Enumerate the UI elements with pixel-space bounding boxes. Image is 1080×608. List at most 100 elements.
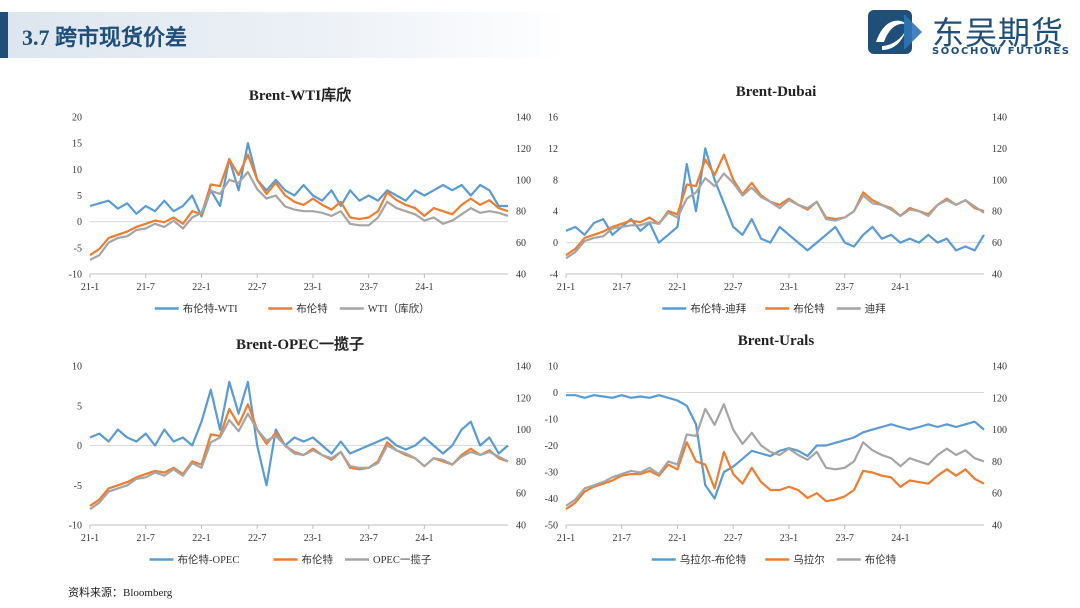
legend-label: 布伦特: [302, 553, 334, 566]
x-tick-label: 23-7: [359, 533, 377, 544]
y-right-tick-label: 40: [992, 270, 1002, 281]
series-line: [565, 403, 985, 507]
header-band: [8, 12, 568, 58]
x-tick-label: 22-7: [724, 282, 742, 293]
y-right-tick-label: 80: [516, 457, 526, 468]
y-right-tick-label: 140: [992, 113, 1007, 124]
y-right-tick-label: 100: [992, 175, 1007, 186]
series-line: [89, 170, 509, 261]
y-right-tick-label: 40: [516, 521, 526, 532]
y-right-tick-label: 100: [516, 425, 531, 436]
y-right-tick-label: 100: [516, 175, 531, 186]
page-header: 3.7 跨市现货价差 东吴期货 SOOCHOW FUTURES: [0, 0, 1080, 72]
y-left-tick-label: 15: [72, 139, 82, 150]
y-right-tick-label: 60: [992, 489, 1002, 500]
legend-label: 布伦特-迪拜: [690, 302, 746, 315]
logo-subtitle: SOOCHOW FUTURES: [932, 46, 1071, 57]
x-tick-label: 21-7: [613, 282, 631, 293]
y-left-tick-label: 16: [548, 113, 558, 124]
header-accent-bar: [0, 12, 8, 58]
y-left-tick-label: -4: [550, 270, 558, 281]
series-line: [89, 412, 509, 511]
y-left-tick-label: 20: [72, 113, 82, 124]
y-right-tick-label: 140: [516, 113, 531, 124]
chart-plot: -50 -40 -30 -20 -10 0 10 40 60 80 100 120 140 21-1 21-…: [545, 362, 1007, 567]
y-left-tick-label: -50: [545, 521, 558, 532]
y-right-tick-label: 40: [992, 521, 1002, 532]
legend-label: 布伦特-WTI: [183, 302, 238, 315]
y-left-tick-label: 8: [553, 175, 558, 186]
series-line: [565, 441, 985, 511]
y-left-tick-label: 12: [548, 144, 558, 155]
y-right-tick-label: 120: [992, 144, 1007, 155]
x-tick-label: 23-1: [780, 533, 798, 544]
x-tick-label: 23-1: [780, 282, 798, 293]
chart-title: Brent-OPEC一揽子: [235, 337, 365, 353]
y-right-tick-label: 60: [992, 238, 1002, 249]
y-left-tick-label: 10: [548, 362, 558, 373]
y-left-tick-label: 5: [77, 191, 82, 202]
y-left-tick-label: 0: [553, 388, 558, 399]
x-tick-label: 21-1: [81, 282, 99, 293]
series-line: [565, 172, 985, 260]
y-left-tick-label: 5: [77, 401, 82, 412]
y-left-tick-label: 0: [553, 238, 558, 249]
x-tick-label: 21-7: [137, 282, 155, 293]
y-right-tick-label: 80: [992, 457, 1002, 468]
y-right-tick-label: 80: [516, 207, 526, 218]
data-source-note: 资料来源：Bloomberg: [68, 587, 173, 599]
y-right-tick-label: 60: [516, 489, 526, 500]
x-tick-label: 21-1: [557, 282, 575, 293]
x-tick-label: 21-1: [81, 533, 99, 544]
x-tick-label: 22-7: [724, 533, 742, 544]
y-right-tick-label: 100: [992, 425, 1007, 436]
y-left-tick-label: 4: [553, 207, 558, 218]
chart-plot: -4 0 4 8 12 16 40 60 80 100 120 140 21-1 21-7 22-1 22-7…: [548, 113, 1007, 316]
x-tick-label: 22-1: [192, 282, 210, 293]
y-left-tick-label: -10: [69, 270, 82, 281]
series-line: [89, 153, 509, 257]
legend-label: 布伦特-OPEC: [178, 553, 240, 566]
x-tick-label: 21-1: [557, 533, 575, 544]
x-tick-label: 22-1: [668, 282, 686, 293]
y-right-tick-label: 40: [516, 270, 526, 281]
series-line: [89, 142, 508, 218]
x-tick-label: 23-7: [359, 282, 377, 293]
chart-brent-urals: Brent-Urals -50 -40 -30 -20 -10 0 10 40 60 80 100 1…: [528, 333, 1024, 575]
y-left-tick-label: -10: [69, 521, 82, 532]
x-tick-label: 23-7: [835, 533, 853, 544]
x-tick-label: 21-7: [137, 533, 155, 544]
page-title: 3.7 跨市现货价差: [22, 25, 188, 50]
x-tick-label: 22-1: [668, 533, 686, 544]
series-line: [565, 147, 985, 252]
logo-name: 东吴期货: [932, 14, 1065, 52]
x-tick-label: 21-7: [613, 533, 631, 544]
y-left-tick-label: 0: [77, 441, 82, 452]
y-right-tick-label: 80: [992, 207, 1002, 218]
legend-label: 乌拉尔-布伦特: [680, 553, 747, 566]
y-right-tick-label: 120: [516, 144, 531, 155]
x-tick-label: 24-1: [415, 533, 433, 544]
y-left-tick-label: 10: [72, 165, 82, 176]
legend-label: 迪拜: [865, 303, 886, 315]
legend-label: OPEC一揽子: [373, 553, 431, 566]
y-right-tick-label: 120: [516, 393, 531, 404]
legend-label: 布伦特: [296, 302, 328, 315]
x-tick-label: 24-1: [891, 533, 909, 544]
x-tick-label: 22-1: [192, 533, 210, 544]
y-left-tick-label: -5: [74, 481, 82, 492]
legend-label: 乌拉尔: [793, 553, 825, 566]
x-tick-label: 24-1: [891, 282, 909, 293]
x-tick-label: 22-7: [248, 533, 266, 544]
chart-brent-dubai: Brent-Dubai -4 0 4 8 12 16 40 60 80 100 120 140 21-1…: [528, 84, 1024, 324]
y-left-tick-label: -20: [545, 441, 558, 452]
legend-label: 布伦特: [865, 553, 897, 566]
chart-title: Brent-Urals: [737, 333, 815, 349]
x-tick-label: 23-7: [835, 282, 853, 293]
y-right-tick-label: 140: [992, 362, 1007, 373]
chart-title: Brent-WTI库欣: [248, 88, 352, 104]
x-tick-label: 24-1: [415, 282, 433, 293]
y-right-tick-label: 140: [516, 362, 531, 373]
chart-brent-wti: Brent-WTI库欣 -10 -5 0 5 10 15 20 40 60 80 100 120 140…: [52, 84, 548, 324]
soochow-logo: 东吴期货 SOOCHOW FUTURES: [866, 8, 1076, 57]
